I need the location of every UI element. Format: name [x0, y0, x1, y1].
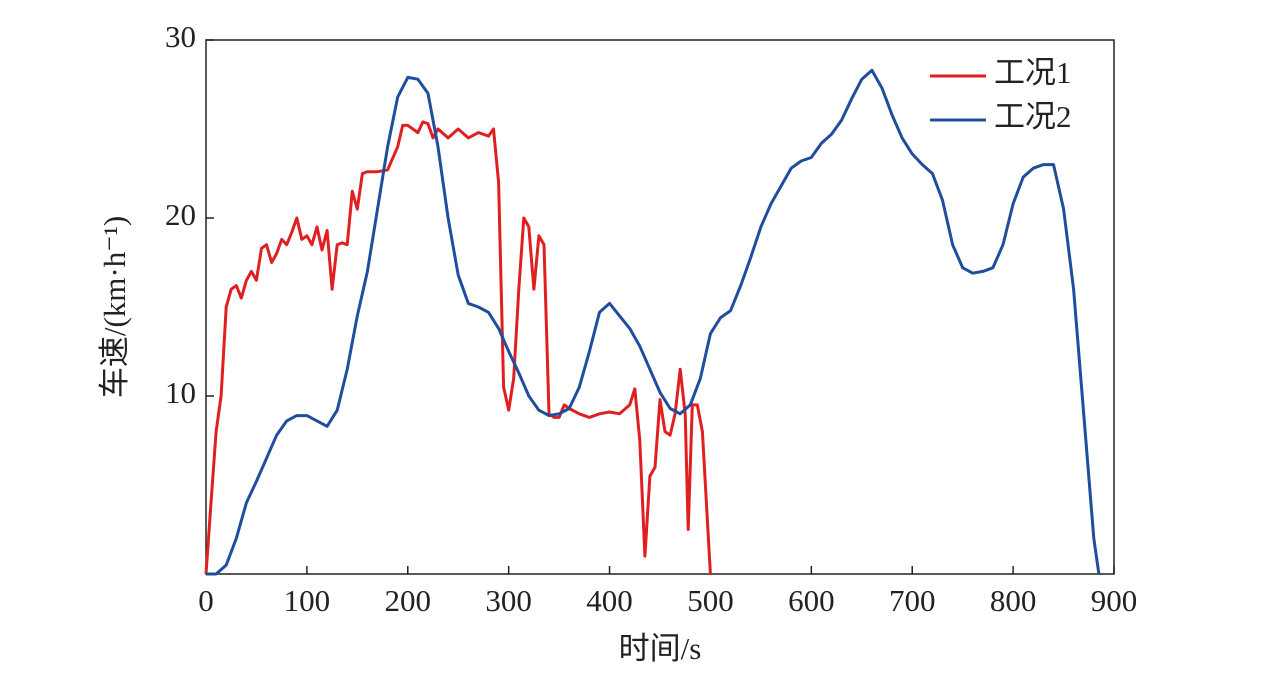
x-tick-label: 0: [198, 583, 214, 618]
x-tick-label: 900: [1091, 583, 1138, 618]
legend-label: 工况1: [994, 55, 1072, 90]
y-tick-label: 20: [165, 197, 196, 232]
plot-frame: [205, 39, 1115, 575]
y-tick-label: 30: [165, 19, 196, 54]
x-tick-label: 500: [687, 583, 734, 618]
legend-label: 工况2: [994, 99, 1072, 134]
x-tick-label: 100: [284, 583, 331, 618]
x-tick-label: 700: [889, 583, 936, 618]
x-tick-label: 800: [990, 583, 1037, 618]
series-line: [206, 68, 1101, 576]
y-tick-label: 10: [165, 375, 196, 410]
x-tick-label: 400: [586, 583, 633, 618]
y-axis-title: 车速/(km·h⁻¹): [97, 216, 132, 398]
x-tick-label: 300: [485, 583, 532, 618]
x-tick-label: 600: [788, 583, 835, 618]
x-axis-title: 时间/s: [619, 631, 702, 666]
series-line: [204, 120, 712, 575]
x-tick-label: 200: [385, 583, 432, 618]
